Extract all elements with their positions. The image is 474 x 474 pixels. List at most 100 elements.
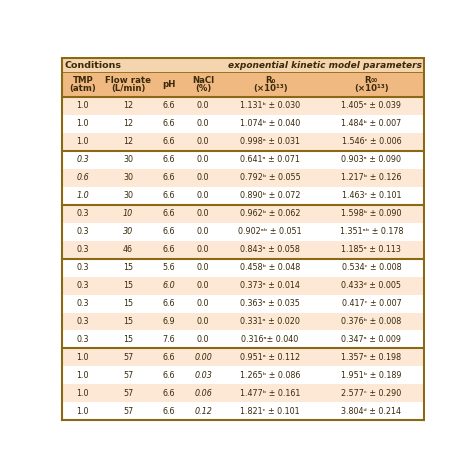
Text: 0.0: 0.0: [197, 317, 210, 326]
Text: 6.6: 6.6: [163, 137, 175, 146]
Text: 0.00: 0.00: [194, 353, 212, 362]
Text: TMP: TMP: [73, 76, 93, 85]
Text: 6.6: 6.6: [163, 371, 175, 380]
Text: 0.373ᵃ ± 0.014: 0.373ᵃ ± 0.014: [240, 281, 300, 290]
Text: (atm): (atm): [69, 84, 96, 93]
Text: 1.477ᵇ ± 0.161: 1.477ᵇ ± 0.161: [240, 389, 300, 398]
Text: NaCl: NaCl: [192, 76, 214, 85]
Text: 0.363ᵃ ± 0.035: 0.363ᵃ ± 0.035: [240, 299, 300, 308]
Text: 0.0: 0.0: [197, 245, 210, 254]
Text: 0.3: 0.3: [76, 209, 89, 218]
Text: 2.577ᶜ ± 0.290: 2.577ᶜ ± 0.290: [341, 389, 401, 398]
Text: 46: 46: [123, 245, 133, 254]
Text: 1.357ᵃ ± 0.198: 1.357ᵃ ± 0.198: [341, 353, 401, 362]
Text: 1.265ᵇ ± 0.086: 1.265ᵇ ± 0.086: [240, 371, 300, 380]
Text: 1.484ᵇ ± 0.007: 1.484ᵇ ± 0.007: [341, 119, 401, 128]
Text: (%): (%): [195, 84, 211, 93]
Text: 0.06: 0.06: [194, 389, 212, 398]
Text: 0.417ᶜ ± 0.007: 0.417ᶜ ± 0.007: [342, 299, 401, 308]
Text: 0.3: 0.3: [76, 155, 89, 164]
Text: Conditions: Conditions: [64, 61, 121, 70]
Text: 12: 12: [123, 101, 133, 110]
Text: 0.0: 0.0: [197, 227, 210, 236]
Text: 6.6: 6.6: [163, 155, 175, 164]
Bar: [62, 312, 424, 330]
Text: 1.0: 1.0: [76, 191, 89, 200]
Text: 0.951ᵃ ± 0.112: 0.951ᵃ ± 0.112: [240, 353, 300, 362]
Text: 0.458ᵇ ± 0.048: 0.458ᵇ ± 0.048: [240, 263, 300, 272]
Bar: [62, 187, 424, 205]
Text: 1.0: 1.0: [76, 353, 89, 362]
Text: 1.217ᵇ ± 0.126: 1.217ᵇ ± 0.126: [341, 173, 401, 182]
Text: 0.347ᵃ ± 0.009: 0.347ᵃ ± 0.009: [341, 335, 401, 344]
Text: 0.0: 0.0: [197, 173, 210, 182]
Bar: [62, 259, 424, 277]
Text: 30: 30: [123, 173, 133, 182]
Text: 6.6: 6.6: [163, 407, 175, 416]
Text: (×10¹³): (×10¹³): [253, 84, 287, 93]
Text: 1.405ᵃ ± 0.039: 1.405ᵃ ± 0.039: [341, 101, 401, 110]
Text: 0.316ᵃ± 0.040: 0.316ᵃ± 0.040: [241, 335, 299, 344]
Text: 0.641ᵃ ± 0.071: 0.641ᵃ ± 0.071: [240, 155, 300, 164]
Text: 15: 15: [123, 281, 133, 290]
Text: 6.6: 6.6: [163, 227, 175, 236]
Text: 6.6: 6.6: [163, 173, 175, 182]
Text: 0.3: 0.3: [76, 281, 89, 290]
Text: 0.534ᶜ ± 0.008: 0.534ᶜ ± 0.008: [342, 263, 401, 272]
Text: 0.12: 0.12: [194, 407, 212, 416]
Text: 0.998ᵃ ± 0.031: 0.998ᵃ ± 0.031: [240, 137, 300, 146]
Text: 6.6: 6.6: [163, 389, 175, 398]
Bar: [62, 241, 424, 259]
Text: 1.598ᵇ ± 0.090: 1.598ᵇ ± 0.090: [341, 209, 401, 218]
Text: 1.074ᵇ ± 0.040: 1.074ᵇ ± 0.040: [240, 119, 300, 128]
Text: R₀: R₀: [265, 76, 275, 85]
Text: 0.3: 0.3: [76, 317, 89, 326]
Text: 0.3: 0.3: [76, 227, 89, 236]
Text: 1.821ᶜ ± 0.101: 1.821ᶜ ± 0.101: [240, 407, 300, 416]
Text: (L/min): (L/min): [111, 84, 145, 93]
Text: 1.0: 1.0: [76, 137, 89, 146]
Text: 6.6: 6.6: [163, 245, 175, 254]
Text: 57: 57: [123, 353, 133, 362]
Text: 15: 15: [123, 299, 133, 308]
Text: 1.546ᶜ ± 0.006: 1.546ᶜ ± 0.006: [342, 137, 401, 146]
Text: 1.0: 1.0: [76, 407, 89, 416]
Text: 1.463ᶜ ± 0.101: 1.463ᶜ ± 0.101: [342, 191, 401, 200]
Text: 0.0: 0.0: [197, 299, 210, 308]
Text: 0.331ᵃ ± 0.020: 0.331ᵃ ± 0.020: [240, 317, 300, 326]
Text: 7.6: 7.6: [163, 335, 175, 344]
Text: 57: 57: [123, 371, 133, 380]
Text: 0.0: 0.0: [197, 119, 210, 128]
Text: 6.6: 6.6: [163, 353, 175, 362]
Text: 1.0: 1.0: [76, 371, 89, 380]
Bar: [62, 402, 424, 420]
Bar: [62, 294, 424, 312]
Text: 15: 15: [123, 263, 133, 272]
Text: 15: 15: [123, 335, 133, 344]
Text: 30: 30: [123, 191, 133, 200]
Text: 6.0: 6.0: [163, 281, 175, 290]
Text: (×10¹³): (×10¹³): [354, 84, 389, 93]
Text: 0.03: 0.03: [194, 371, 212, 380]
Bar: [62, 72, 424, 97]
Text: 0.0: 0.0: [197, 101, 210, 110]
Bar: [62, 205, 424, 223]
Text: 57: 57: [123, 407, 133, 416]
Text: 0.433ᵈ ± 0.005: 0.433ᵈ ± 0.005: [341, 281, 401, 290]
Text: 0.0: 0.0: [197, 281, 210, 290]
Text: 1.0: 1.0: [76, 119, 89, 128]
Bar: [62, 348, 424, 366]
Text: 0.890ᵇ ± 0.072: 0.890ᵇ ± 0.072: [240, 191, 301, 200]
Bar: [62, 384, 424, 402]
Text: 1.0: 1.0: [76, 389, 89, 398]
Bar: [62, 330, 424, 348]
Text: 0.0: 0.0: [197, 191, 210, 200]
Bar: [62, 151, 424, 169]
Text: exponential kinetic model parameters: exponential kinetic model parameters: [228, 61, 421, 70]
Text: 12: 12: [123, 119, 133, 128]
Text: 0.902ᵃᵇ ± 0.051: 0.902ᵃᵇ ± 0.051: [238, 227, 302, 236]
Text: 6.6: 6.6: [163, 299, 175, 308]
Text: 6.9: 6.9: [163, 317, 175, 326]
Text: 0.0: 0.0: [197, 209, 210, 218]
Text: 0.3: 0.3: [76, 245, 89, 254]
